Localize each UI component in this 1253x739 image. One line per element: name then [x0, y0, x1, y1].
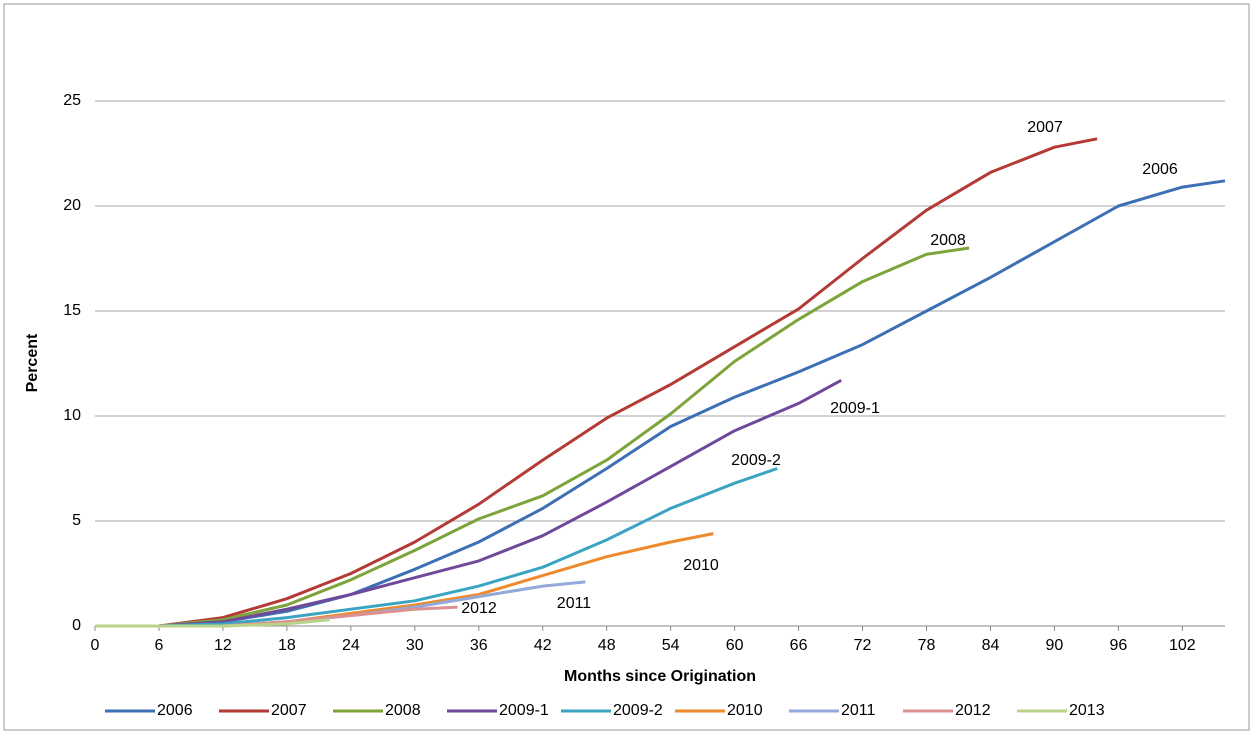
series-annotation: 2007	[1027, 119, 1063, 136]
legend-label: 2012	[955, 702, 991, 719]
y-axis-title: Percent	[24, 333, 41, 392]
chart-border	[3, 3, 1250, 731]
series-line	[95, 246, 970, 628]
x-tick-label: 96	[1109, 637, 1127, 654]
legend-label: 2007	[271, 702, 307, 719]
y-tick-label: 15	[63, 302, 81, 319]
series-annotation: 2009-2	[731, 452, 781, 469]
x-tick-label: 90	[1046, 637, 1064, 654]
series-line	[95, 467, 778, 628]
x-tick-label: 18	[278, 637, 296, 654]
series-line	[95, 137, 1098, 628]
x-axis-title: Months since Origination	[564, 668, 756, 685]
series-line	[95, 179, 1226, 628]
y-tick-label: 10	[63, 407, 81, 424]
series-annotation: 2012	[461, 600, 497, 617]
x-tick-label: 6	[155, 637, 164, 654]
series-annotation: 2011	[557, 595, 592, 612]
legend-label: 2011	[841, 702, 876, 719]
legend-label: 2010	[727, 702, 763, 719]
legend-label: 2008	[385, 702, 421, 719]
x-tick-label: 30	[406, 637, 424, 654]
y-tick-label: 20	[63, 197, 81, 214]
x-tick-label: 42	[534, 637, 552, 654]
series-annotation: 2009-1	[830, 400, 880, 417]
series-line	[95, 580, 586, 628]
y-tick-label: 0	[72, 617, 81, 634]
x-tick-label: 54	[662, 637, 680, 654]
legend-label: 2009-1	[499, 702, 549, 719]
series-line	[95, 378, 842, 628]
x-tick-label: 78	[918, 637, 936, 654]
series-annotation: 2010	[683, 557, 719, 574]
y-tick-label: 25	[63, 92, 81, 109]
series-annotation: 2006	[1142, 161, 1178, 178]
series-annotation: 2008	[930, 232, 966, 249]
x-tick-label: 0	[91, 637, 100, 654]
legend-label: 2006	[157, 702, 193, 719]
x-tick-label: 12	[214, 637, 232, 654]
legend-label: 2009-2	[613, 702, 663, 719]
x-tick-label: 36	[470, 637, 488, 654]
x-tick-label: 84	[982, 637, 1000, 654]
y-tick-label: 5	[72, 512, 81, 529]
series-line	[95, 618, 330, 628]
legend-label: 2013	[1069, 702, 1105, 719]
x-tick-label: 24	[342, 637, 360, 654]
x-tick-label: 72	[854, 637, 872, 654]
x-tick-label: 48	[598, 637, 616, 654]
x-tick-label: 60	[726, 637, 744, 654]
x-tick-label: 102	[1169, 637, 1196, 654]
x-tick-label: 66	[790, 637, 808, 654]
